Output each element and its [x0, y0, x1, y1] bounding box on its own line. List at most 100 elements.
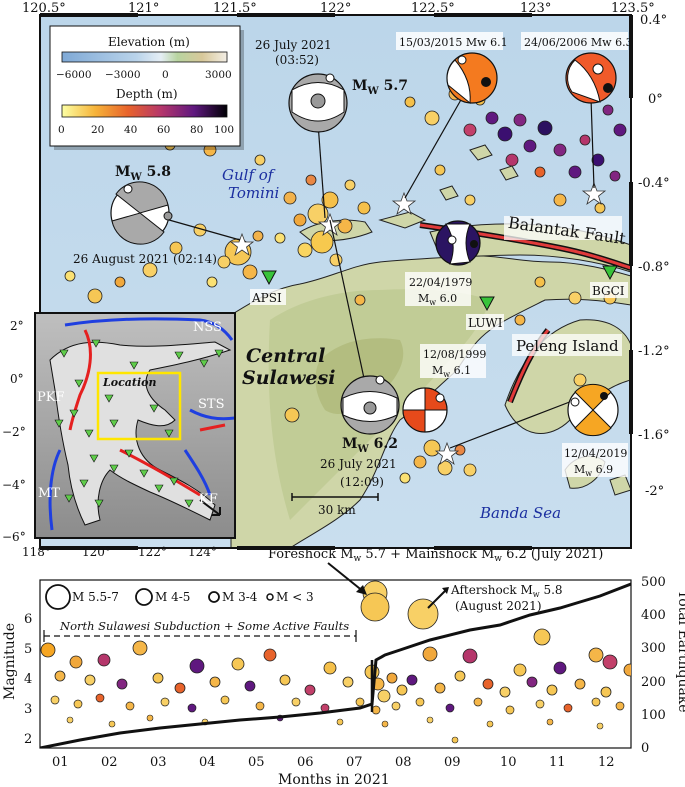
svg-text:0°: 0°: [648, 92, 663, 107]
svg-text:M 5.5-7: M 5.5-7: [72, 590, 119, 604]
inset-subduction-south: [183, 449, 212, 496]
svg-text:(12:09): (12:09): [340, 475, 384, 489]
beachball-1979: [435, 220, 481, 266]
svg-text:122°: 122°: [138, 545, 167, 559]
svg-text:100: 100: [214, 124, 234, 136]
svg-text:22/04/1979: 22/04/1979: [409, 276, 472, 289]
svg-text:12: 12: [598, 755, 615, 770]
ts-xlabel: Months in 2021: [278, 772, 390, 787]
svg-text:10: 10: [500, 755, 517, 770]
label-tomini: Tomini: [228, 184, 280, 202]
elevation-ticks: −6000 −3000 0 3000: [56, 69, 232, 81]
svg-text:Mw 6.1: Mw 6.1: [432, 364, 471, 379]
depth-colorbar: [61, 104, 228, 118]
scale-label: 30 km: [318, 503, 356, 517]
inset-mt-label: MT: [38, 486, 60, 501]
beachball-2019: [567, 383, 619, 437]
event-2-label: MW 5.8 26 August 2021 (02:14): [73, 164, 217, 266]
station-luwi-label: LUWI: [468, 316, 503, 330]
svg-text:−6°: −6°: [2, 530, 26, 544]
arrow-aftershock-head: [442, 587, 449, 594]
colorbar-legend: Elevation (m) −6000 −3000 0 3000 Depth (…: [49, 25, 244, 150]
peleng-label-bg: [512, 334, 622, 356]
svg-text:26 July 2021: 26 July 2021: [320, 457, 397, 471]
epicenter-star-aftershock: [229, 232, 255, 257]
svg-text:100: 100: [641, 708, 666, 723]
svg-text:09: 09: [444, 755, 461, 770]
label-sulawesi: Sulawesi: [242, 367, 335, 389]
svg-text:300: 300: [641, 641, 666, 656]
svg-text:0: 0: [58, 124, 65, 136]
depth-title: Depth (m): [116, 87, 178, 101]
svg-text:−3000: −3000: [105, 69, 141, 81]
cumulative-count-line: [40, 582, 631, 748]
beachball-1999: [402, 387, 448, 433]
svg-text:03: 03: [150, 755, 167, 770]
bgci-label-bg: [590, 282, 628, 298]
elevation-title: Elevation (m): [108, 35, 190, 49]
event-4-label-bg: [396, 32, 503, 50]
svg-text:5: 5: [24, 642, 32, 657]
scale-bar: 30 km: [291, 493, 379, 517]
svg-text:04: 04: [199, 755, 216, 770]
label-banda: Banda Sea: [479, 504, 561, 522]
svg-text:122.5°: 122.5°: [411, 1, 455, 16]
ts-ylabel: Magnitude: [2, 623, 18, 700]
label-peleng: Peleng Island: [516, 337, 619, 355]
map-frame: [39, 14, 632, 549]
svg-text:500: 500: [641, 575, 666, 590]
svg-text:-1.6°: -1.6°: [638, 428, 670, 443]
inset-fault-sts: [199, 423, 226, 432]
aftershock-label: Aftershock Mw 5.8: [450, 583, 563, 599]
inset-frame: [34, 312, 236, 539]
station-apsi-label: APSI: [251, 291, 282, 305]
svg-text:M 4-5: M 4-5: [155, 590, 190, 604]
inset-subduction-sts: [189, 408, 235, 421]
station-bgci-marker: [602, 265, 618, 281]
label-gulf: Gulf of: [222, 166, 276, 184]
balantak-label-bg: [504, 216, 622, 240]
svg-text:Mw 6.9: Mw 6.9: [574, 463, 613, 478]
epicenters: [64, 87, 627, 484]
svg-text:02: 02: [101, 755, 118, 770]
beachball-mw57: [288, 73, 348, 133]
inset-location-label: Location: [102, 376, 157, 389]
svg-text:06: 06: [297, 755, 314, 770]
station-apsi-marker: [261, 270, 277, 286]
count-tick-labels: 0 100 200 300 400 500: [641, 575, 666, 756]
svg-text:MW 5.8: MW 5.8: [115, 164, 171, 183]
inset-subduction-mt: [48, 449, 62, 531]
beachball-leaders: [161, 97, 595, 449]
epicenter-star-2019: [434, 441, 460, 466]
apsi-label-bg: [250, 289, 286, 305]
svg-text:124°: 124°: [188, 545, 217, 559]
epicenter-star-2015: [391, 191, 417, 216]
inset-lat-ticks: 2° 0° −2° −4° −6°: [2, 319, 26, 544]
epicenter-star-mainshock: [317, 212, 343, 237]
mag-tick-labels: 2 3 4 5 6: [24, 612, 32, 747]
svg-text:08: 08: [395, 755, 412, 770]
svg-text:3: 3: [24, 702, 32, 717]
time-series-panel: Foreshock Mw 5.7 + Mainshock Mw 6.2 (Jul…: [2, 547, 685, 787]
svg-text:01: 01: [52, 755, 69, 770]
svg-text:0°: 0°: [10, 372, 24, 386]
svg-text:121°: 121°: [128, 1, 159, 16]
epicenter-star-2006: [581, 181, 607, 206]
ts-frame: [39, 579, 632, 749]
beachball-2015: [446, 52, 498, 104]
event-1-label: 26 July 2021 (03:52) MW 5.7: [255, 38, 408, 97]
svg-text:60: 60: [157, 124, 170, 136]
beachball-mw58: [110, 181, 173, 245]
inset-map: Location NSS PKF STS MT KF 118° 120° 122…: [2, 312, 236, 559]
event-7-label: 12/08/1999 Mw 6.1: [420, 344, 486, 379]
svg-text:120°: 120°: [82, 545, 111, 559]
svg-text:80: 80: [190, 124, 203, 136]
svg-text:20: 20: [91, 124, 104, 136]
svg-text:0.4°: 0.4°: [640, 13, 667, 28]
event-5-label: 24/06/2006 Mw 6.3: [524, 36, 633, 49]
map-border-ticks: [40, 13, 633, 550]
lat-tick-labels: 0.4° 0° -0.4° -0.8° -1.2° -1.6° -2°: [638, 13, 670, 499]
svg-text:400: 400: [641, 608, 666, 623]
svg-text:2: 2: [24, 732, 32, 747]
